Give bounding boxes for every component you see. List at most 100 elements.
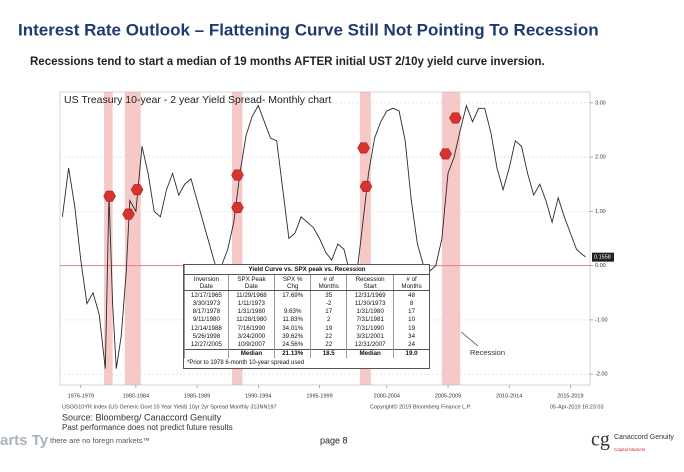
- table-cell: 9.63%: [274, 307, 311, 316]
- recession-band: [124, 92, 141, 385]
- table-cell: 35: [310, 290, 347, 300]
- inversion-marker: [439, 148, 452, 160]
- x-tick-label: 2015-2019: [557, 393, 583, 399]
- median-cell: 18.5: [310, 348, 347, 358]
- table-row: 9/11/1980 11/28/1980 11.83% 2 7/31/1981 10: [184, 315, 429, 324]
- table-cell: 12/17/1965: [184, 290, 229, 300]
- table-cell: 34: [393, 332, 429, 341]
- table-title: Yield Curve vs. SPX peak vs. Recession: [184, 265, 429, 275]
- table-cell: 48: [393, 290, 429, 300]
- annotation-arrow: [461, 331, 479, 347]
- table-cell: 10: [393, 315, 429, 324]
- inversion-marker: [231, 169, 244, 181]
- x-tick-label: 2005-2009: [435, 393, 461, 399]
- table-cell: 11/30/1973: [346, 299, 394, 308]
- table-note: *Prior to 1978 6-month 10-year spread us…: [187, 359, 305, 366]
- table-cell: 3/24/2000: [227, 332, 275, 341]
- table-cell: 34.01%: [274, 323, 311, 333]
- inversion-marker: [122, 208, 135, 220]
- footer-center: Copyright© 2019 Bloomberg Finance L.P.: [370, 403, 472, 410]
- median-cell: Median: [346, 348, 394, 358]
- table-cell: 1/11/1973: [227, 299, 275, 308]
- y-tick-label: 2.00: [595, 155, 606, 161]
- column-header: # of Months: [393, 274, 429, 292]
- recession-label: Recession: [470, 348, 505, 357]
- table-cell: 39.62%: [274, 332, 311, 341]
- table-cell: 8/17/1978: [184, 307, 229, 316]
- chart-title: US Treasury 10-year - 2 year Yield Sprea…: [64, 94, 331, 106]
- logo-name: Canaccord Genuity: [614, 434, 674, 441]
- plot-frame: [59, 91, 591, 386]
- y-tick-label: 1.00: [595, 209, 606, 215]
- table-row: 12/27/2005 10/9/2007 24.56% 22 12/31/2007 24: [184, 340, 429, 349]
- recession-band: [231, 92, 243, 385]
- median-cell: 21.13%: [274, 348, 311, 358]
- x-tick-label: 2000-2004: [374, 393, 400, 399]
- table-row: 3/30/1973 1/11/1973 -2 11/30/1973 8: [184, 299, 429, 308]
- y-tick-label: -1.00: [595, 317, 608, 323]
- table-row: 12/17/1965 11/29/1968 17.69% 35 12/31/1969 48: [184, 290, 429, 300]
- inversion-marker: [103, 190, 116, 202]
- table-row: 5/26/1998 3/24/2000 39.62% 22 3/31/2001 34: [184, 332, 429, 341]
- inversion-marker: [130, 184, 144, 196]
- table-cell: 11/28/1980: [227, 315, 275, 324]
- table-cell: -2: [310, 299, 347, 308]
- page-number: page 8: [320, 435, 348, 445]
- column-header: Recession Start: [346, 274, 394, 292]
- last-value-box: [592, 252, 614, 262]
- column-header: # of Months: [310, 274, 347, 292]
- table-cell: 7/31/1990: [346, 323, 394, 333]
- table-cell: 10/9/2007: [227, 340, 275, 349]
- table-cell: 24: [393, 340, 429, 349]
- last-value-label: 0.1558: [594, 255, 611, 261]
- table-cell: 19: [393, 323, 429, 333]
- header-row: Inversion Date SPX Peak Date SPX % Chg # of…: [184, 274, 429, 292]
- table-cell: 7/16/1990: [227, 323, 275, 333]
- table-cell: 12/27/2005: [184, 340, 229, 349]
- logo-sub: Capital Markets: [614, 447, 646, 452]
- inversion-marker: [357, 142, 370, 154]
- median-cell: Median: [227, 348, 275, 358]
- table-cell: 22: [310, 332, 347, 341]
- table-cell: 19: [310, 323, 347, 333]
- column-header: SPX Peak Date: [227, 274, 275, 292]
- table-cell: 1/31/1980: [227, 307, 275, 316]
- summary-table: Yield Curve vs. SPX peak vs. Recession In…: [183, 264, 430, 369]
- table-cell: 3/31/2001: [346, 332, 394, 341]
- recession-band: [359, 92, 371, 385]
- table-cell: 2: [310, 315, 347, 324]
- footer-right: 05-Apr-2019 16:23:03: [550, 404, 604, 410]
- caption-row: Yield Curve vs. SPX peak vs. Recession: [184, 265, 429, 275]
- x-tick-label: 1985-1989: [184, 393, 210, 399]
- table-cell: 12/31/1969: [346, 290, 394, 300]
- slide-title: Interest Rate Outlook – Flattening Curve…: [18, 20, 599, 39]
- table-cell: 3/30/1973: [184, 299, 229, 308]
- table-cell: 12/31/2007: [346, 340, 394, 349]
- source: Source: Bloomberg/ Canaccord Genuity: [62, 412, 222, 422]
- x-tick-label: 1980-1984: [123, 393, 149, 399]
- slide-subtitle: Recessions tend to start a median of 19 …: [30, 56, 545, 68]
- table: Yield Curve vs. SPX peak vs. Recession In…: [184, 265, 429, 358]
- table-row: 8/17/1978 1/31/1980 9.63% 17 1/31/1980 17: [184, 307, 429, 316]
- table-cell: 8: [393, 299, 429, 308]
- table-cell: 11.83%: [274, 315, 311, 324]
- footer-brand: arts Ty: [0, 432, 49, 449]
- spread-line: [61, 104, 586, 369]
- x-tick-label: 1995-1999: [306, 393, 332, 399]
- table-cell: 17: [393, 307, 429, 316]
- column-header: Inversion Date: [184, 274, 229, 292]
- table-cell: 1/31/1980: [346, 307, 394, 316]
- table-cell: 5/26/1998: [184, 332, 229, 341]
- table-cell: 7/31/1981: [346, 315, 394, 324]
- x-tick-label: 2010-2014: [496, 393, 522, 399]
- inversion-marker: [231, 202, 244, 214]
- median-cell: 19.0: [393, 348, 429, 358]
- table-row: 12/14/1988 7/16/1990 34.01% 19 7/31/1990 19: [184, 323, 429, 333]
- table-cell: [274, 299, 311, 308]
- table-cell: 24.56%: [274, 340, 311, 349]
- y-tick-label: 3.00: [595, 100, 606, 106]
- column-header: SPX % Chg: [274, 274, 311, 292]
- table-cell: 11/29/1968: [227, 290, 275, 300]
